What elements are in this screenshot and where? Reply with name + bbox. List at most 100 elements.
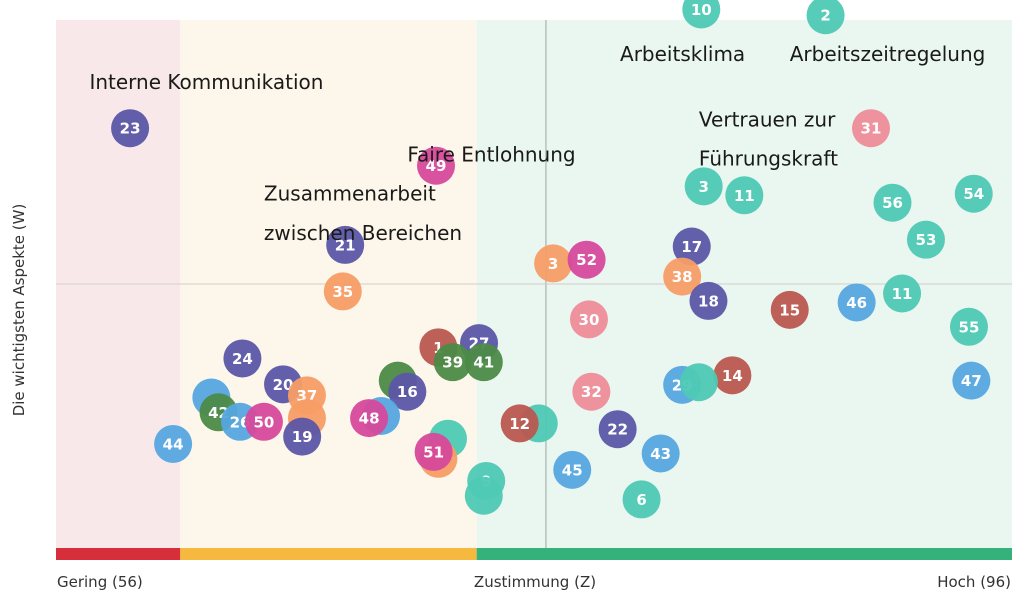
bubble-label: 49: [426, 157, 447, 175]
bubble-55: 55: [949, 307, 988, 346]
bubble-48: 48: [350, 399, 389, 438]
bubble-circle: [622, 480, 661, 519]
bubble-3: 3: [684, 167, 723, 206]
bubble-circle: [433, 343, 472, 382]
bubble-circle: [851, 109, 890, 148]
bubble-14: 14: [713, 356, 752, 395]
bubble-label: 16: [397, 383, 418, 401]
bubble-circle: [883, 274, 922, 313]
bubble-3: 3: [534, 244, 573, 283]
bubble-label: 55: [959, 318, 980, 336]
bubble-circle: [873, 183, 912, 222]
bubble-label: 14: [722, 367, 743, 385]
bubble-circle: [806, 0, 845, 35]
bubble-label: 46: [846, 294, 867, 312]
bubble-circle: [952, 361, 991, 400]
bubble-label: 2: [820, 7, 830, 25]
bubble-22: 22: [598, 410, 637, 449]
bubble-circle: [725, 176, 764, 215]
annotation-5: Faire Entlohnung: [407, 143, 575, 167]
bubble-56: 56: [873, 183, 912, 222]
bubble-label: 6: [636, 491, 646, 509]
bubble-17: 17: [672, 227, 711, 266]
bubble-unlabeled-54: [464, 476, 503, 515]
bubble-21: 21: [326, 225, 365, 264]
bubble-label: 23: [120, 120, 141, 138]
bubble-15: 15: [770, 290, 809, 329]
bubble-label: 43: [650, 445, 671, 463]
bubble-label: 50: [253, 413, 274, 431]
bubble-35: 35: [323, 272, 362, 311]
x-axis-label: Zustimmung (Z): [474, 573, 596, 591]
bubble-6: 6: [622, 480, 661, 519]
bubble-label: 38: [672, 268, 693, 286]
bubble-16: 16: [388, 372, 427, 411]
bubble-circle: [598, 410, 637, 449]
bubble-label: 39: [442, 354, 463, 372]
bubble-30: 30: [569, 300, 608, 339]
bubble-45: 45: [553, 450, 592, 489]
bubble-circle: [154, 424, 193, 463]
bubble-54: 54: [954, 174, 993, 213]
bubble-43: 43: [641, 434, 680, 473]
bubble-label: 19: [292, 428, 313, 446]
annotation-1: Arbeitszeitregelung: [790, 42, 986, 66]
bubble-2: 2: [806, 0, 845, 35]
bubble-label: 10: [691, 1, 712, 19]
bubble-circle: [553, 450, 592, 489]
bubble-12: 12: [500, 404, 539, 443]
bubble-label: 12: [509, 415, 530, 433]
bubble-label: 51: [423, 443, 444, 461]
bubble-label: 47: [961, 372, 982, 390]
bubble-51: 51: [414, 432, 453, 471]
bubble-label: 48: [359, 410, 380, 428]
bubble-19: 19: [283, 417, 322, 456]
bubble-circle: [954, 174, 993, 213]
bubble-circle: [464, 343, 503, 382]
bubble-label: 11: [734, 187, 755, 205]
bubble-circle: [567, 240, 606, 279]
bubble-50: 50: [244, 402, 283, 441]
bubble-label: 21: [335, 236, 356, 254]
bubble-label: 3: [548, 255, 558, 273]
bubble-10: 10: [682, 0, 721, 29]
bubble-circle: [500, 404, 539, 443]
bubble-circle: [223, 339, 262, 378]
y-axis-label: Die wichtigsten Aspekte (W): [10, 204, 28, 417]
bubble-53: 53: [906, 220, 945, 259]
x-axis-max-label: Hoch (96): [937, 573, 1011, 591]
bubble-46: 46: [837, 283, 876, 322]
bubble-circle: [111, 109, 150, 148]
bubble-11: 11: [725, 176, 764, 215]
bubble-label: 30: [579, 311, 600, 329]
annotation-4: Führungskraft: [699, 146, 838, 170]
annotation-6: Zusammenarbeit: [264, 182, 436, 206]
bubble-41: 41: [464, 343, 503, 382]
bubble-label: 52: [576, 251, 597, 269]
bubble-circle: [682, 0, 721, 29]
bubble-label: 44: [163, 435, 184, 453]
bubble-circle: [684, 167, 723, 206]
bubbles: 10 2 23 31 49 3 54 11 56 53 21 17 3 52 38 35 11 18 46 15 30 5…: [111, 0, 993, 519]
bubble-38: 38: [663, 257, 702, 296]
bubble-label: 41: [473, 354, 494, 372]
bubble-circle: [464, 476, 503, 515]
bubble-circle: [244, 402, 283, 441]
annotations: Arbeitsklima Arbeitszeitregelung Interne K…: [89, 42, 985, 245]
bubble-18: 18: [689, 281, 728, 320]
bubble-circle: [417, 146, 456, 185]
axes: Die wichtigsten Aspekte (W) Gering (56) …: [10, 204, 1011, 591]
bubble-circle: [689, 281, 728, 320]
zone-bar-2: [476, 548, 1012, 560]
bubble-47: 47: [952, 361, 991, 400]
bubble-label: 32: [581, 383, 602, 401]
bubble-circle: [949, 307, 988, 346]
bubble-label: 15: [779, 301, 800, 319]
bubble-label: 54: [963, 185, 984, 203]
bubble-label: 18: [698, 292, 719, 310]
bubble-23: 23: [111, 109, 150, 148]
bubble-label: 22: [607, 421, 628, 439]
bubble-label: 53: [916, 231, 937, 249]
bubble-circle: [534, 244, 573, 283]
